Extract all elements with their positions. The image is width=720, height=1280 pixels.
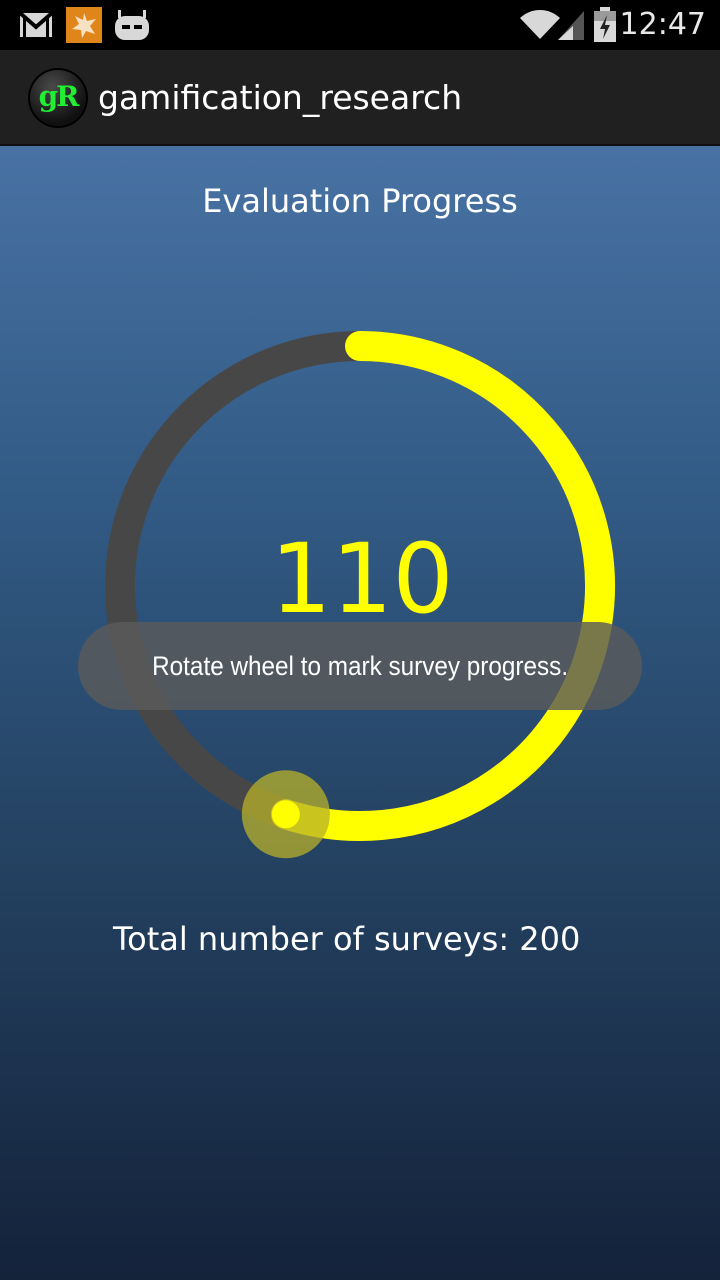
status-time: 12:47 — [619, 7, 706, 42]
total-surveys-label: Total number of surveys: 200 — [113, 920, 581, 958]
action-bar: gR gamification_research — [0, 50, 720, 146]
main-content: Evaluation Progress 110 Total number of … — [0, 146, 720, 1280]
notification-icon — [66, 0, 102, 50]
page-title: Evaluation Progress — [202, 182, 518, 220]
battery-icon — [592, 0, 618, 50]
gmail-icon — [18, 0, 54, 50]
toast-text: Rotate wheel to mark survey progress. — [152, 650, 568, 681]
app-title: gamification_research — [98, 78, 463, 117]
cyanogenmod-icon — [112, 0, 152, 50]
wheel-handle-dot — [271, 800, 300, 829]
status-bar: 12:47 — [0, 0, 720, 50]
progress-value: 110 — [270, 523, 453, 635]
toast-message: Rotate wheel to mark survey progress. — [78, 622, 642, 710]
wifi-icon — [518, 0, 562, 50]
progress-wheel[interactable]: 110 — [80, 306, 640, 866]
app-logo-icon[interactable]: gR — [30, 70, 86, 126]
app-logo-text: gR — [38, 80, 80, 113]
signal-icon — [556, 0, 586, 50]
